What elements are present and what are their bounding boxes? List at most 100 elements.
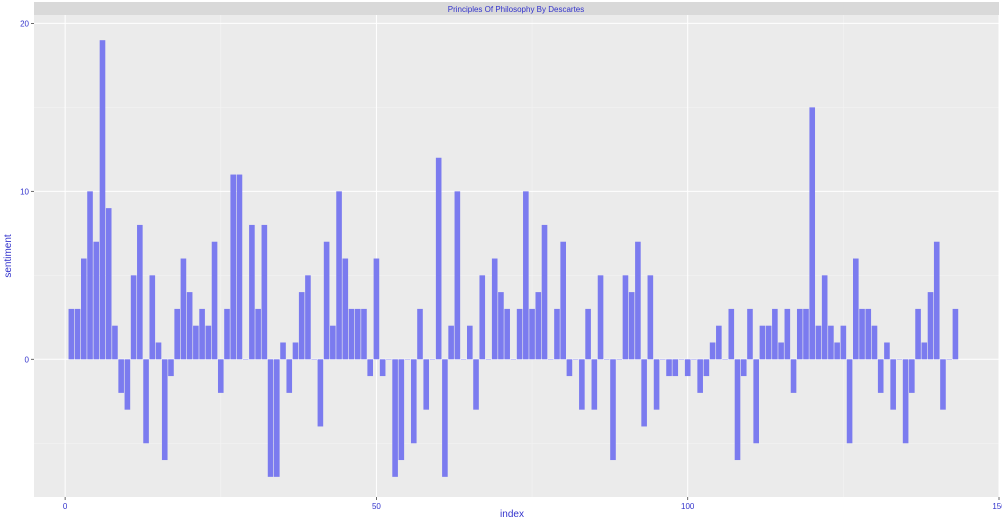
bar (193, 326, 199, 360)
bar (174, 309, 180, 359)
bar (268, 359, 274, 477)
bar (535, 292, 541, 359)
bar (361, 309, 367, 359)
bar (342, 259, 348, 360)
bar (69, 309, 75, 359)
bar (654, 359, 660, 409)
bar (492, 259, 498, 360)
bar (623, 275, 629, 359)
bar (697, 359, 703, 393)
bar (473, 359, 479, 409)
bar (286, 359, 292, 393)
x-tick-label: 50 (372, 502, 381, 511)
bar (598, 275, 604, 359)
bar (504, 309, 510, 359)
bar (417, 309, 423, 359)
bar (230, 175, 236, 360)
bar (75, 309, 81, 359)
bar (716, 326, 722, 360)
bar (149, 275, 155, 359)
bar (766, 326, 772, 360)
bar (585, 309, 591, 359)
bar (336, 191, 342, 359)
y-axis-label: sentiment (3, 234, 14, 278)
y-tick-label: 20 (20, 19, 29, 28)
bar (803, 309, 809, 359)
bar (181, 259, 187, 360)
bar (710, 342, 716, 359)
bar (156, 342, 162, 359)
bar (953, 309, 959, 359)
bar (187, 292, 193, 359)
chart-title: Principles Of Philosophy By Descartes (448, 5, 585, 14)
bar (106, 208, 112, 359)
bar (529, 309, 535, 359)
bar (367, 359, 373, 376)
bar (399, 359, 405, 460)
bar (554, 309, 560, 359)
bar (255, 309, 261, 359)
bar (666, 359, 672, 376)
bar (841, 326, 847, 360)
bar (498, 292, 504, 359)
bar (411, 359, 417, 443)
bar (81, 259, 87, 360)
bar (635, 242, 641, 360)
x-tick-label: 0 (63, 502, 68, 511)
bar (809, 107, 815, 359)
bar (118, 359, 124, 393)
x-tick-label: 100 (681, 502, 695, 511)
bar (579, 359, 585, 409)
bar (374, 259, 380, 360)
bar (143, 359, 149, 443)
bar (467, 326, 473, 360)
plot-panel (34, 15, 999, 497)
bar (237, 175, 243, 360)
bar (324, 242, 330, 360)
bar (847, 359, 853, 443)
bar (318, 359, 324, 426)
bar (305, 275, 311, 359)
bar (940, 359, 946, 409)
bar (672, 359, 678, 376)
x-axis-label: index (500, 509, 524, 520)
bar (704, 359, 710, 376)
bar (772, 309, 778, 359)
bar (479, 275, 485, 359)
bar (131, 275, 137, 359)
bar (448, 326, 454, 360)
bar (212, 242, 218, 360)
bar (872, 326, 878, 360)
bar (828, 326, 834, 360)
bar (349, 309, 355, 359)
bar (747, 309, 753, 359)
bar (436, 158, 442, 360)
bar (928, 292, 934, 359)
bar (567, 359, 573, 376)
bar (100, 40, 106, 359)
bar (641, 359, 647, 426)
bar (890, 359, 896, 409)
bar (685, 359, 691, 376)
bar (934, 242, 940, 360)
bar (741, 359, 747, 376)
bar (909, 359, 915, 393)
bar (442, 359, 448, 477)
bar (262, 225, 268, 359)
bar (249, 225, 255, 359)
bar (137, 225, 143, 359)
x-tick-label: 150 (992, 502, 1002, 511)
bar (299, 292, 305, 359)
y-tick-label: 0 (25, 355, 30, 364)
bar (753, 359, 759, 443)
bar (87, 191, 93, 359)
y-tick-label: 10 (20, 187, 29, 196)
bar (884, 342, 890, 359)
bar (423, 359, 429, 409)
bar (629, 292, 635, 359)
bar (218, 359, 224, 393)
bar (859, 309, 865, 359)
bar (168, 359, 174, 376)
bar (293, 342, 299, 359)
